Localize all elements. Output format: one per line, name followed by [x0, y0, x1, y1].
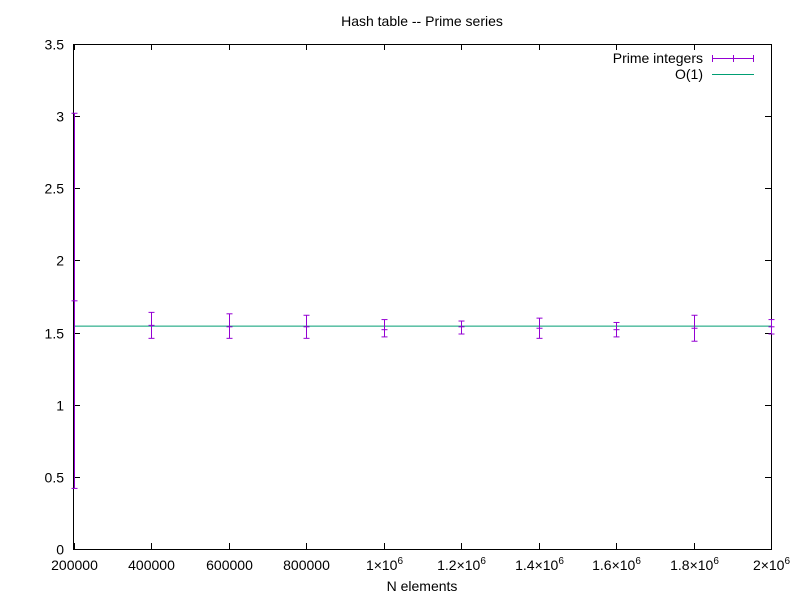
error-bar [536, 317, 543, 339]
error-bar [303, 314, 310, 339]
y-tick-label: 1 [56, 398, 64, 414]
legend-label-o1: O(1) [675, 66, 703, 82]
y-tick-label: 0 [56, 542, 64, 558]
plot-frame [73, 44, 772, 550]
error-bar [768, 319, 775, 335]
error-bar [148, 311, 155, 339]
x-tick-label: 1.4×106 [515, 556, 564, 573]
chart-title: Hash table -- Prime series [341, 13, 503, 29]
y-tick-label: 2 [56, 253, 64, 269]
legend-sample-prime-integers [712, 55, 754, 62]
legend: Prime integers O(1) [613, 50, 754, 82]
y-axis: 0 0.5 1 1.5 2 2.5 3 3.5 [45, 37, 771, 558]
x-tick-label: 1.8×106 [670, 556, 719, 573]
error-bar [226, 313, 233, 339]
x-tick-label: 2×106 [753, 556, 791, 573]
error-bar [613, 321, 620, 338]
y-tick-label: 2.5 [45, 181, 65, 197]
x-tick-label: 1.6×106 [592, 556, 641, 573]
x-tick-label: 1.2×106 [437, 556, 486, 573]
error-bar [381, 319, 388, 338]
y-tick-label: 1.5 [45, 326, 65, 342]
error-bar [458, 320, 465, 335]
x-tick-label: 600000 [206, 557, 253, 573]
x-tick-label: 400000 [128, 557, 175, 573]
y-tick-label: 3.5 [45, 37, 65, 53]
y-tick-label: 3 [56, 109, 64, 125]
x-axis: 200000 400000 600000 800000 1×106 1.2×106 1.4×… [51, 44, 790, 573]
x-tick-label: 200000 [51, 557, 98, 573]
error-bar [691, 314, 698, 342]
x-tick-label: 800000 [283, 557, 330, 573]
y-tick-label: 0.5 [45, 470, 65, 486]
x-tick-label: 1×106 [366, 556, 404, 573]
x-axis-label: N elements [387, 578, 458, 594]
error-bar [71, 112, 78, 489]
series-layer [71, 112, 775, 489]
legend-label-prime-integers: Prime integers [613, 50, 703, 66]
